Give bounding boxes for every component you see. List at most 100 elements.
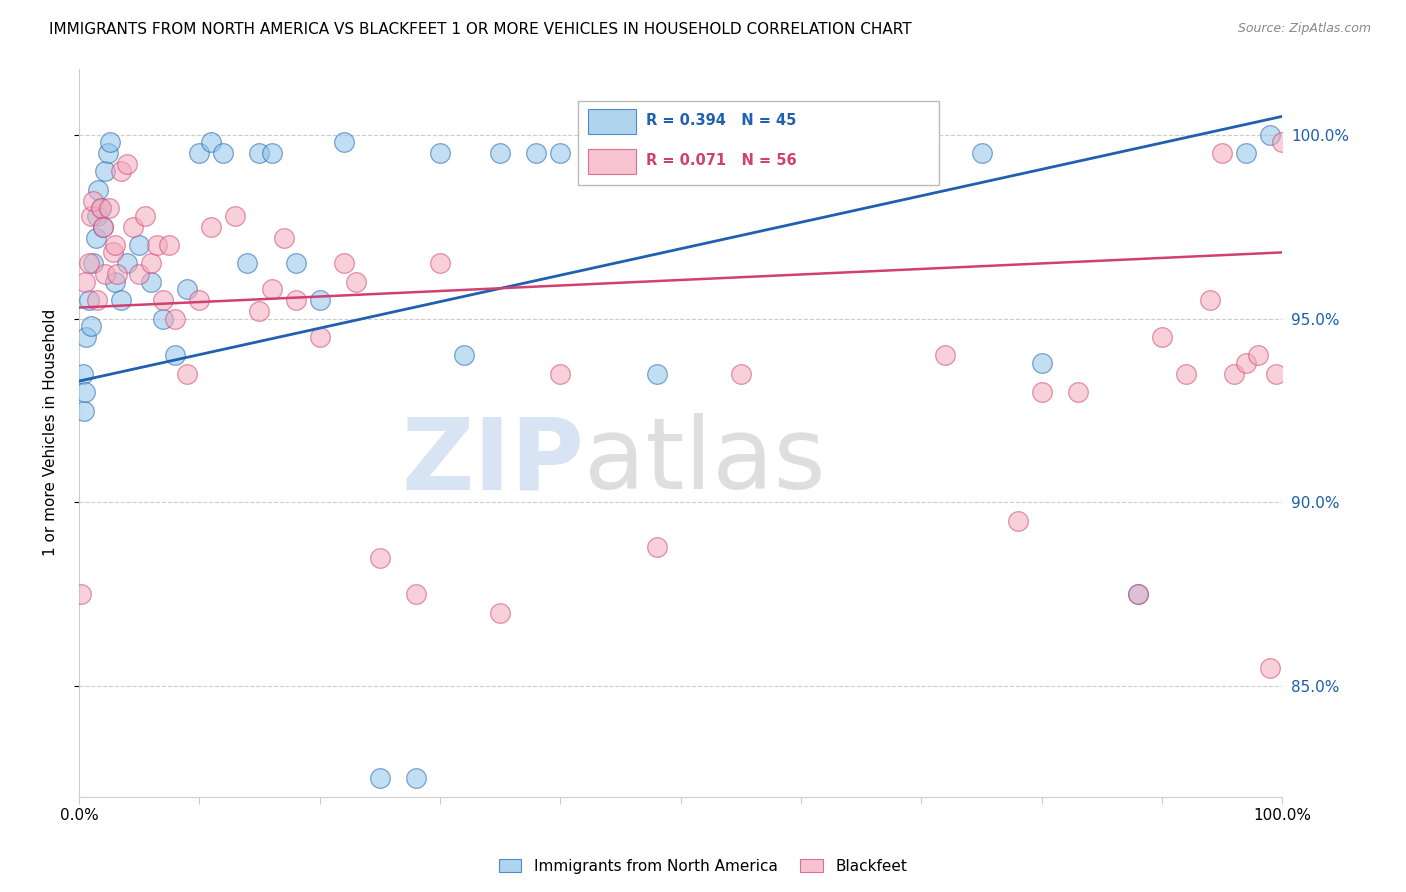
Point bbox=[368, 550, 391, 565]
Point bbox=[970, 146, 993, 161]
Point bbox=[80, 318, 103, 333]
Point bbox=[141, 256, 163, 270]
Point bbox=[146, 238, 169, 252]
Text: R = 0.071   N = 56: R = 0.071 N = 56 bbox=[645, 153, 796, 168]
Point bbox=[128, 238, 150, 252]
Point bbox=[91, 219, 114, 234]
Point bbox=[260, 282, 283, 296]
Point bbox=[1199, 293, 1222, 308]
Point bbox=[1271, 135, 1294, 149]
Point bbox=[134, 209, 156, 223]
Point bbox=[75, 330, 97, 344]
Point bbox=[165, 311, 187, 326]
Point bbox=[332, 256, 354, 270]
Point bbox=[97, 146, 120, 161]
Point bbox=[1234, 356, 1257, 370]
Point bbox=[90, 201, 112, 215]
Point bbox=[332, 135, 354, 149]
Point bbox=[176, 282, 198, 296]
Point bbox=[1152, 330, 1174, 344]
Point bbox=[152, 293, 174, 308]
Point bbox=[94, 164, 117, 178]
Text: R = 0.394   N = 45: R = 0.394 N = 45 bbox=[645, 112, 796, 128]
Point bbox=[73, 385, 96, 400]
Point bbox=[453, 348, 475, 362]
Text: ZIP: ZIP bbox=[402, 413, 585, 510]
Point bbox=[429, 146, 451, 161]
Point bbox=[368, 772, 391, 786]
Point bbox=[104, 275, 127, 289]
Point bbox=[645, 367, 668, 381]
Point bbox=[212, 146, 235, 161]
Text: IMMIGRANTS FROM NORTH AMERICA VS BLACKFEET 1 OR MORE VEHICLES IN HOUSEHOLD CORRE: IMMIGRANTS FROM NORTH AMERICA VS BLACKFE… bbox=[49, 22, 912, 37]
Point bbox=[284, 256, 307, 270]
Point bbox=[84, 230, 107, 244]
Point bbox=[176, 367, 198, 381]
Point bbox=[141, 275, 163, 289]
FancyBboxPatch shape bbox=[588, 149, 636, 174]
Point bbox=[72, 367, 94, 381]
Point bbox=[1260, 128, 1282, 142]
Point bbox=[1223, 367, 1246, 381]
Point bbox=[284, 293, 307, 308]
Point bbox=[249, 304, 271, 318]
Point bbox=[236, 256, 259, 270]
Point bbox=[308, 293, 330, 308]
Point bbox=[82, 194, 104, 208]
Point bbox=[128, 268, 150, 282]
Point bbox=[70, 587, 93, 601]
Point bbox=[1007, 514, 1029, 528]
Point bbox=[107, 268, 129, 282]
Point bbox=[260, 146, 283, 161]
Point bbox=[1211, 146, 1233, 161]
Point bbox=[730, 367, 752, 381]
Point bbox=[1031, 385, 1053, 400]
Point bbox=[101, 245, 124, 260]
Point bbox=[188, 293, 211, 308]
Point bbox=[1247, 348, 1270, 362]
Point bbox=[489, 606, 512, 620]
Point bbox=[91, 219, 114, 234]
Point bbox=[1126, 587, 1149, 601]
Point bbox=[80, 209, 103, 223]
Point bbox=[249, 146, 271, 161]
Point bbox=[82, 256, 104, 270]
Point bbox=[86, 293, 108, 308]
Point bbox=[77, 293, 100, 308]
Point bbox=[1234, 146, 1257, 161]
Point bbox=[273, 230, 295, 244]
Point bbox=[86, 209, 108, 223]
Point bbox=[429, 256, 451, 270]
Point bbox=[1067, 385, 1090, 400]
Point bbox=[77, 256, 100, 270]
Point bbox=[1175, 367, 1198, 381]
Point bbox=[165, 348, 187, 362]
Point bbox=[489, 146, 512, 161]
Point bbox=[98, 135, 121, 149]
FancyBboxPatch shape bbox=[578, 102, 939, 185]
Point bbox=[122, 219, 145, 234]
Legend: Immigrants from North America, Blackfeet: Immigrants from North America, Blackfeet bbox=[492, 853, 914, 880]
Point bbox=[344, 275, 367, 289]
Point bbox=[550, 367, 572, 381]
Point bbox=[87, 183, 110, 197]
Point bbox=[1126, 587, 1149, 601]
Point bbox=[1260, 661, 1282, 675]
Point bbox=[550, 146, 572, 161]
Text: atlas: atlas bbox=[585, 413, 827, 510]
Point bbox=[200, 219, 222, 234]
Point bbox=[934, 348, 956, 362]
Point bbox=[90, 201, 112, 215]
Point bbox=[1265, 367, 1288, 381]
Point bbox=[188, 146, 211, 161]
Point bbox=[94, 268, 117, 282]
Point bbox=[224, 209, 246, 223]
Point bbox=[405, 587, 427, 601]
Point bbox=[524, 146, 547, 161]
Point bbox=[110, 293, 132, 308]
Point bbox=[645, 540, 668, 554]
Text: Source: ZipAtlas.com: Source: ZipAtlas.com bbox=[1237, 22, 1371, 36]
Point bbox=[73, 403, 96, 417]
Point bbox=[73, 275, 96, 289]
Point bbox=[104, 238, 127, 252]
